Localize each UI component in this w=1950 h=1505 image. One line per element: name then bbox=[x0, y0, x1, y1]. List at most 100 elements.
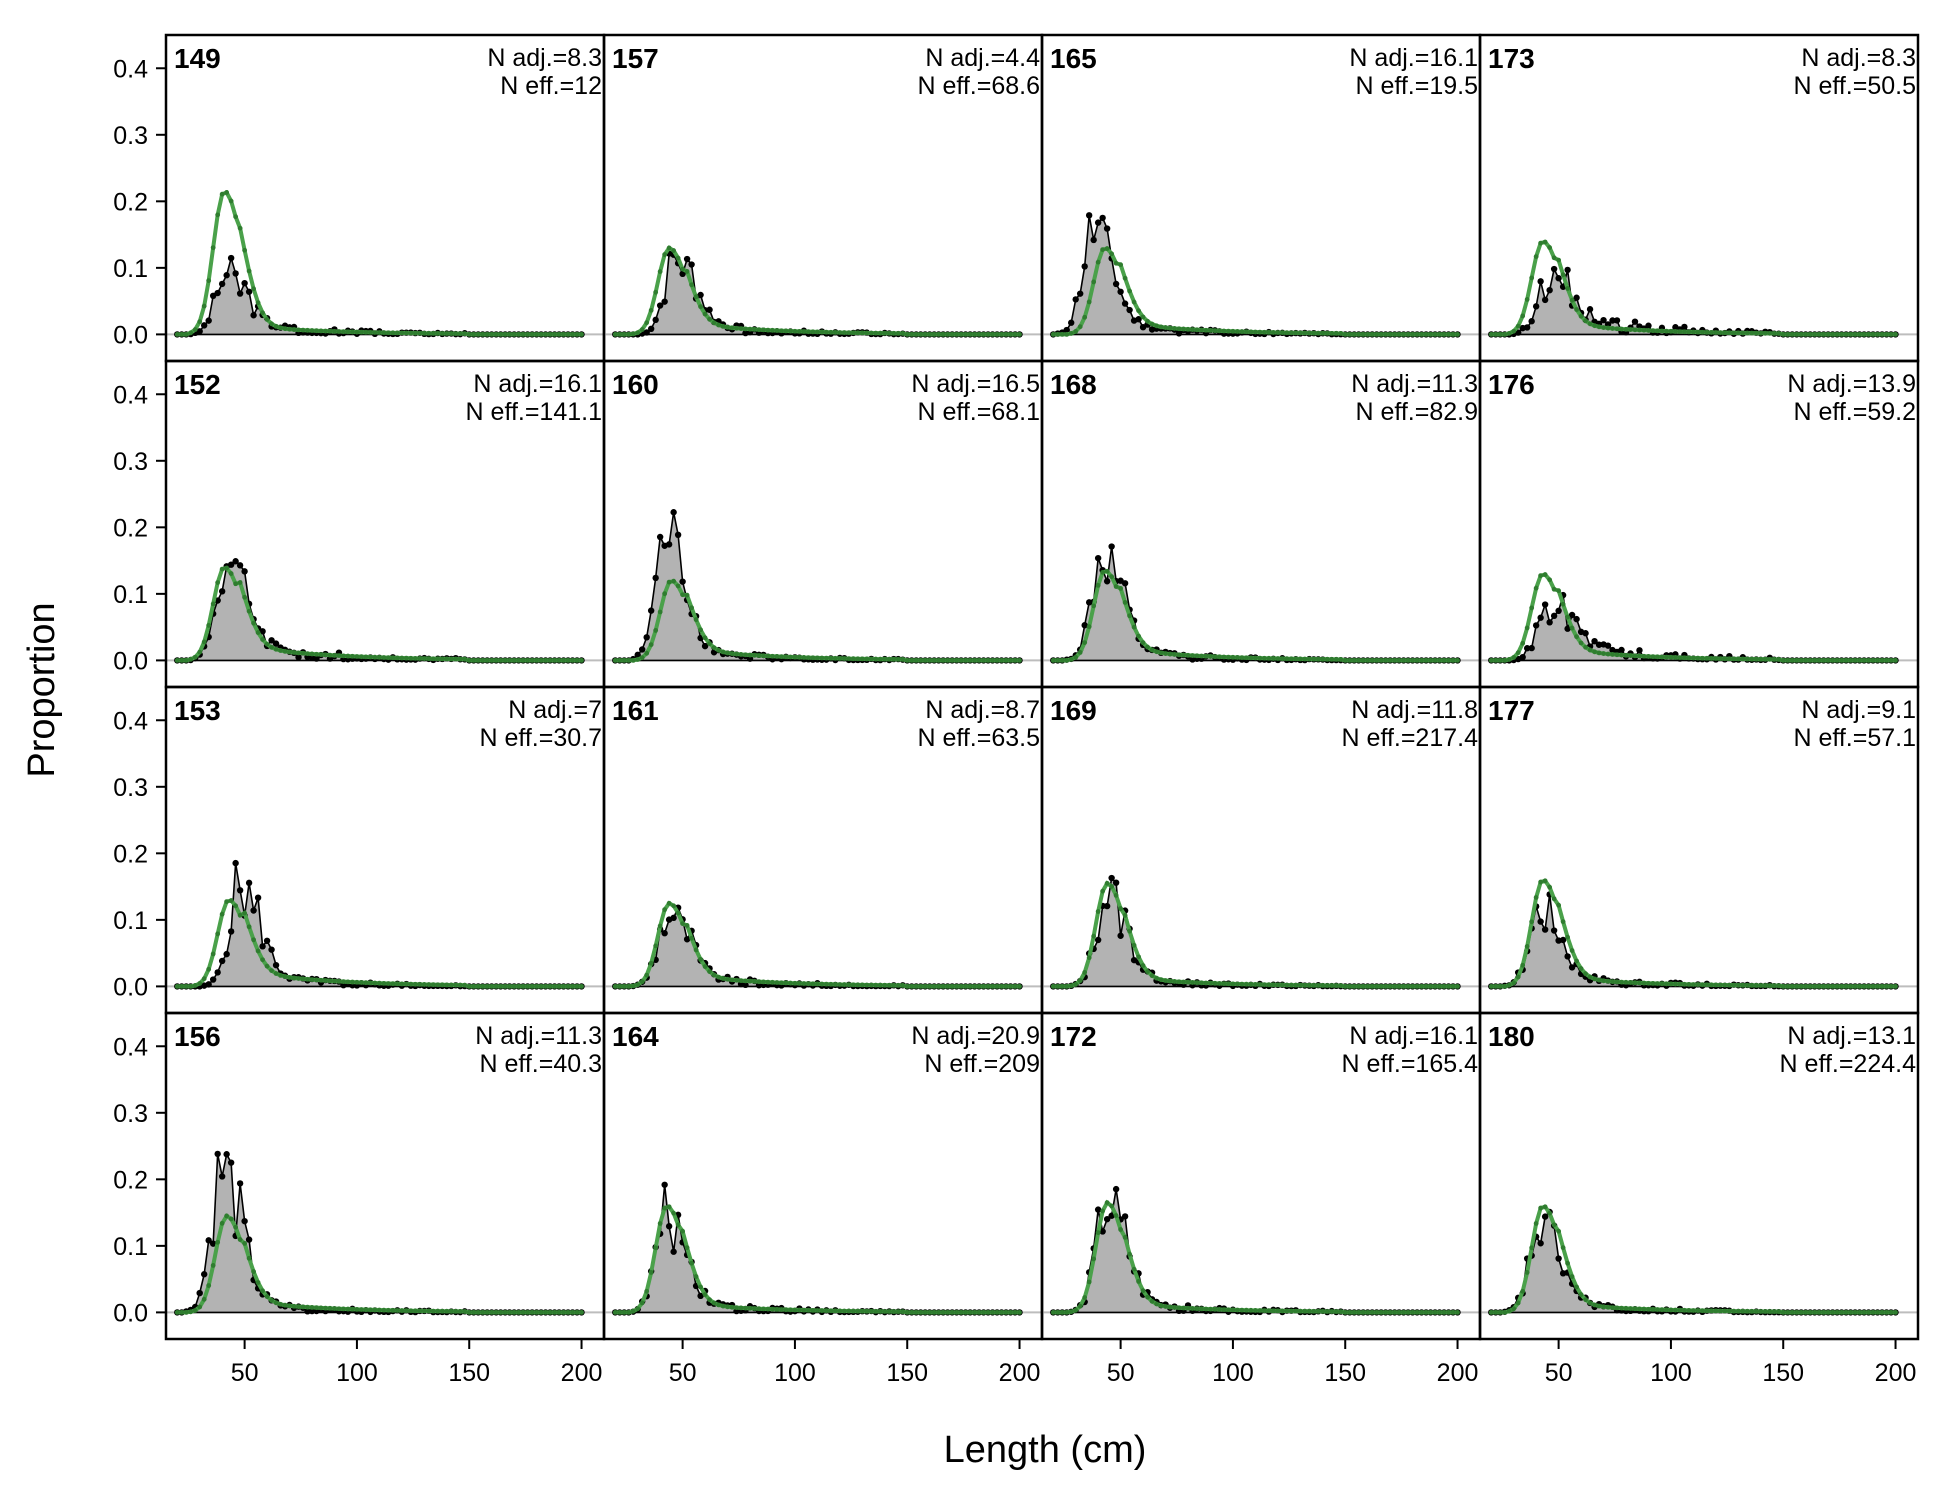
expected-point bbox=[1592, 649, 1597, 655]
observed-point bbox=[1081, 263, 1088, 270]
expected-point bbox=[729, 1304, 735, 1310]
expected-point bbox=[1843, 331, 1849, 337]
expected-point bbox=[228, 571, 234, 576]
observed-point bbox=[1085, 212, 1093, 219]
y-tick-label: 0.3 bbox=[113, 774, 148, 802]
expected-point bbox=[626, 657, 632, 663]
observed-point bbox=[661, 298, 668, 305]
expected-point bbox=[1455, 331, 1460, 337]
expected-point bbox=[453, 982, 459, 988]
expected-point bbox=[1803, 1309, 1809, 1315]
expected-point bbox=[1365, 983, 1371, 989]
n-eff-label: N eff.=209 bbox=[924, 1050, 1040, 1078]
expected-point bbox=[1414, 657, 1420, 663]
observed-point bbox=[232, 558, 239, 565]
expected-point bbox=[1131, 942, 1137, 948]
expected-point bbox=[657, 609, 663, 615]
expected-point bbox=[1821, 657, 1827, 663]
expected-point bbox=[1861, 983, 1867, 989]
expected-point bbox=[680, 592, 686, 598]
expected-point bbox=[1686, 329, 1692, 335]
expected-point bbox=[1387, 1309, 1393, 1315]
expected-point bbox=[1843, 983, 1849, 989]
expected-point bbox=[1682, 981, 1687, 987]
expected-point bbox=[1122, 600, 1128, 605]
expected-point bbox=[368, 654, 373, 660]
expected-point bbox=[1587, 321, 1593, 327]
expected-point bbox=[1181, 979, 1186, 985]
expected-point bbox=[868, 330, 874, 336]
expected-point bbox=[385, 655, 391, 661]
expected-point bbox=[1113, 1213, 1119, 1218]
expected-point bbox=[376, 1307, 382, 1313]
observed-point bbox=[241, 1217, 248, 1225]
expected-point bbox=[1365, 1309, 1371, 1315]
expected-point bbox=[1493, 983, 1499, 989]
observed-point bbox=[1681, 323, 1688, 331]
expected-point bbox=[183, 657, 189, 663]
expected-point bbox=[1726, 656, 1732, 662]
expected-point bbox=[561, 331, 566, 337]
expected-point bbox=[797, 1307, 802, 1313]
expected-point bbox=[1502, 1309, 1508, 1315]
expected-point bbox=[1369, 1309, 1375, 1315]
expected-point bbox=[1410, 657, 1416, 663]
observed-point bbox=[223, 950, 230, 958]
n-adj-label: N adj.=8.7 bbox=[925, 696, 1040, 724]
expected-point bbox=[635, 657, 641, 662]
expected-point bbox=[538, 983, 544, 989]
expected-point bbox=[702, 964, 708, 969]
y-tick-label: 0.1 bbox=[113, 581, 148, 609]
expected-point bbox=[1212, 1306, 1218, 1312]
expected-point bbox=[1199, 1306, 1204, 1312]
expected-point bbox=[711, 1300, 717, 1306]
x-tick-label: 100 bbox=[336, 1359, 378, 1387]
expected-point bbox=[403, 330, 409, 336]
expected-point bbox=[931, 657, 937, 663]
expected-point bbox=[471, 983, 477, 989]
expected-point bbox=[345, 1306, 351, 1312]
expected-point bbox=[900, 983, 906, 988]
expected-point bbox=[350, 1306, 355, 1312]
expected-point bbox=[354, 979, 360, 985]
expected-point bbox=[1547, 1210, 1553, 1216]
expected-point bbox=[1270, 330, 1276, 335]
expected-point bbox=[1695, 329, 1701, 335]
expected-point bbox=[224, 899, 230, 905]
expected-point bbox=[403, 1308, 409, 1314]
expected-point bbox=[1158, 650, 1164, 656]
expected-point bbox=[363, 1307, 369, 1313]
observed-point bbox=[254, 894, 262, 901]
observed-point bbox=[245, 879, 253, 887]
expected-point bbox=[1596, 324, 1602, 330]
expected-point bbox=[1637, 980, 1642, 986]
expected-point bbox=[707, 316, 712, 322]
expected-point bbox=[1497, 657, 1503, 663]
expected-point bbox=[1297, 656, 1303, 662]
expected-point bbox=[462, 331, 468, 337]
expected-point bbox=[918, 331, 924, 337]
expected-point bbox=[841, 982, 847, 987]
expected-point bbox=[814, 329, 820, 335]
expected-point bbox=[327, 328, 333, 334]
panel-156: 156 N adj.=11.3N eff.=40.3 bbox=[164, 1011, 606, 1341]
expected-point bbox=[806, 329, 811, 335]
expected-point bbox=[814, 981, 820, 987]
expected-point bbox=[1154, 975, 1159, 981]
expected-point bbox=[967, 657, 973, 663]
observed-point bbox=[634, 651, 641, 659]
expected-point bbox=[1351, 657, 1357, 663]
expected-point bbox=[621, 331, 627, 337]
expected-point bbox=[1861, 331, 1867, 337]
expected-point bbox=[761, 327, 766, 333]
expected-point bbox=[466, 1309, 472, 1315]
expected-point bbox=[287, 326, 292, 332]
expected-point bbox=[1601, 978, 1606, 984]
expected-point bbox=[1288, 982, 1294, 988]
expected-point bbox=[967, 983, 973, 989]
expected-point bbox=[318, 652, 324, 657]
expected-point bbox=[994, 1309, 1000, 1315]
expected-point bbox=[1668, 1307, 1674, 1313]
expected-point bbox=[507, 1309, 513, 1315]
observed-point bbox=[241, 279, 248, 287]
